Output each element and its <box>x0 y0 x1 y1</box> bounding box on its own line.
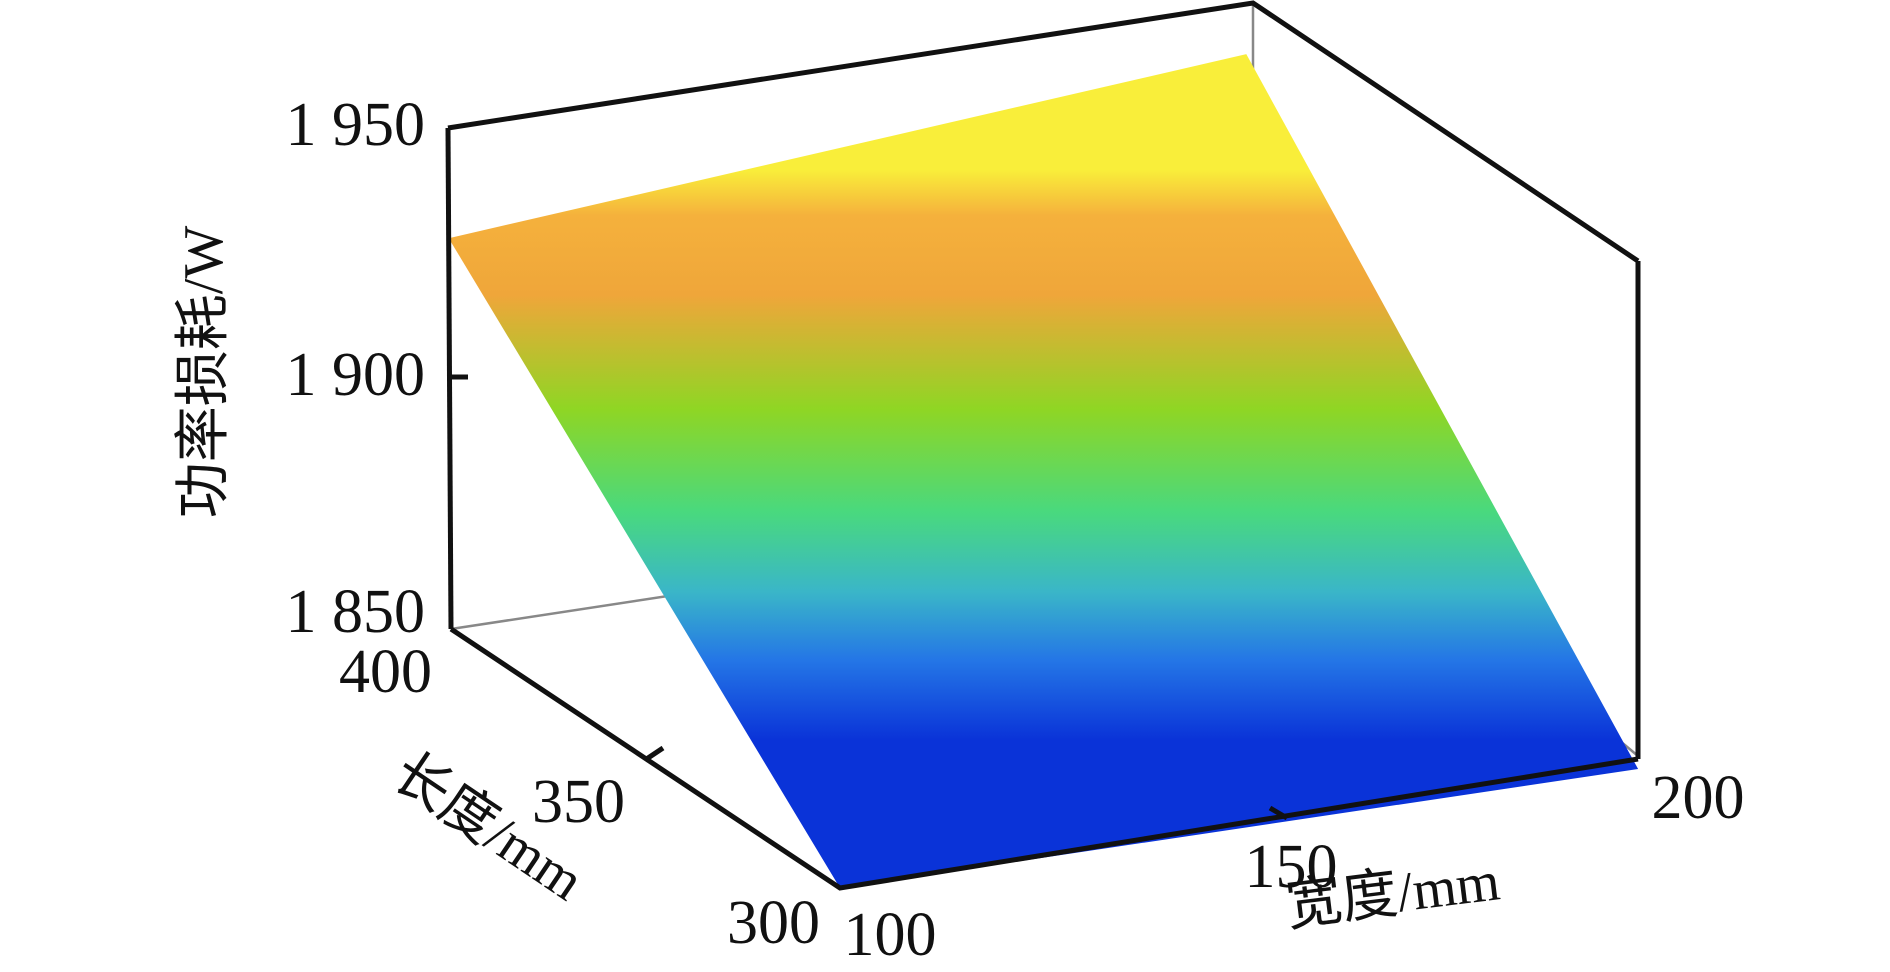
x-tick-label-150: 150 <box>1245 833 1338 901</box>
y-tick-label-350: 350 <box>532 768 625 836</box>
box-top-back <box>447 0 1640 264</box>
z-tick-label-1900: 1 900 <box>286 341 426 409</box>
y-tick-label-300: 300 <box>727 889 820 957</box>
surface-plane <box>448 54 1639 889</box>
x-tick-label-200: 200 <box>1652 764 1745 832</box>
z-tick-label-1850: 1 850 <box>286 578 426 646</box>
box-left-vertical <box>445 127 454 630</box>
x-tick-150 <box>1268 805 1289 821</box>
axes-box <box>445 0 1641 891</box>
x-tick-label-100: 100 <box>844 901 937 969</box>
y-tick-label-400: 400 <box>339 638 432 706</box>
z-tick-label-1950: 1 950 <box>286 91 426 159</box>
y-tick-350 <box>643 745 665 763</box>
z-axis-label: 功率损耗/W <box>173 226 235 519</box>
box-bottom-front <box>449 626 1639 891</box>
